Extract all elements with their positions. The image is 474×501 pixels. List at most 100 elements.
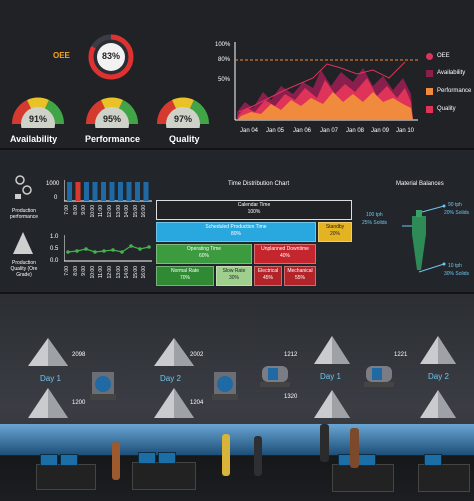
monitor-screen bbox=[138, 452, 156, 464]
left-bottom-value: 1200 bbox=[72, 400, 86, 406]
time-tick: 16:00 bbox=[141, 205, 148, 218]
time-tick: 12:00 bbox=[107, 205, 113, 218]
right1-bottom-value: 1320 bbox=[284, 394, 298, 400]
production-bar bbox=[75, 182, 81, 201]
time-tick: 15:00 bbox=[132, 266, 139, 279]
time-tick: 10:00 bbox=[89, 266, 96, 279]
monitor-screen bbox=[424, 454, 442, 466]
slow-rate-value: 30% bbox=[228, 275, 239, 281]
ball-mill-icon bbox=[364, 366, 394, 387]
oee-label: OEE bbox=[53, 51, 70, 60]
x-tick: Jan 08 bbox=[346, 128, 365, 134]
worker-figure bbox=[254, 436, 262, 476]
x-tick: Jan 04 bbox=[240, 128, 259, 134]
production-performance-label: Production performance bbox=[9, 208, 39, 220]
performance-gauge bbox=[85, 97, 139, 128]
legend-performance-swatch bbox=[426, 88, 433, 95]
mid-top-value: 2002 bbox=[190, 352, 204, 358]
left-top-value: 2098 bbox=[72, 352, 86, 358]
overflow-rate: 90 tph bbox=[448, 202, 462, 208]
operating-time-value: 60% bbox=[198, 253, 209, 259]
calendar-time-box: Calendar Time 100% bbox=[156, 200, 352, 220]
legend-performance: Performance bbox=[437, 88, 472, 94]
availability-value: 91% bbox=[28, 114, 47, 124]
unplanned-downtime-value: 40% bbox=[279, 253, 290, 259]
normal-rate-value: 70% bbox=[179, 275, 190, 281]
x-tick: Jan 10 bbox=[396, 128, 415, 134]
unplanned-downtime-box: Unplanned Downtime 40% bbox=[254, 244, 316, 264]
stockpile-icon bbox=[314, 336, 350, 364]
monitor-screen bbox=[40, 454, 58, 466]
availability-gauge bbox=[11, 97, 65, 128]
mechanical-value: 55% bbox=[294, 275, 305, 281]
legend-oee: OEE bbox=[437, 53, 450, 59]
electrical-value: 45% bbox=[262, 275, 273, 281]
monitor-screen bbox=[158, 452, 176, 464]
time-tick: 9:00 bbox=[81, 205, 88, 215]
time-tick: 10:00 bbox=[89, 205, 96, 218]
production-bar-chart bbox=[64, 180, 152, 202]
standby-box: Standby 20% bbox=[318, 222, 352, 242]
underflow-rate: 10 tph bbox=[448, 263, 462, 269]
legend-availability: Availability bbox=[437, 70, 466, 76]
y-tick-50: 50% bbox=[218, 77, 231, 83]
monitor-screen bbox=[60, 454, 78, 466]
stockpile-icon bbox=[154, 388, 194, 418]
performance-value: 95% bbox=[102, 114, 121, 124]
line-y-tick: 0.0 bbox=[50, 258, 59, 264]
control-desk bbox=[36, 464, 96, 490]
electrical-box: Electrical 45% bbox=[254, 266, 282, 286]
hydrocyclone-icon bbox=[402, 204, 446, 273]
scheduled-time-value: 80% bbox=[230, 231, 241, 237]
x-tick: Jan 09 bbox=[371, 128, 390, 134]
bar-time-ticks: 7:00 8:00 9:00 10:00 11:00 12:00 13:00 14:00 15:… bbox=[64, 205, 152, 231]
production-bar bbox=[118, 182, 123, 201]
quality-value: 97% bbox=[173, 114, 192, 124]
production-bar bbox=[84, 182, 89, 201]
x-tick: Jan 07 bbox=[320, 128, 339, 134]
quality-gauge bbox=[156, 97, 210, 128]
time-tick: 8:00 bbox=[72, 205, 79, 215]
production-bar bbox=[126, 182, 132, 201]
time-tick: 13:00 bbox=[115, 205, 122, 218]
control-desk bbox=[332, 464, 394, 492]
line-time-ticks: 7:00 8:00 9:00 10:00 11:00 12:00 13:00 14:00 15:… bbox=[64, 266, 152, 292]
slow-rate-label: Slow Rate bbox=[222, 268, 246, 274]
performance-label: Performance bbox=[85, 134, 141, 144]
control-desk bbox=[132, 462, 196, 490]
worker-figure bbox=[350, 428, 359, 468]
quality-line-chart bbox=[64, 235, 152, 262]
y-tick-100: 100% bbox=[215, 42, 231, 48]
ore-pile-icon bbox=[13, 232, 33, 254]
line-y-tick: 0.5 bbox=[50, 246, 59, 252]
time-tick: 14:00 bbox=[124, 205, 131, 218]
crusher-machine-icon bbox=[212, 372, 238, 400]
time-tick: 14:00 bbox=[124, 266, 131, 279]
operating-time-box: Operating Time 60% bbox=[156, 244, 252, 264]
input-rate: 100 tph bbox=[366, 212, 383, 218]
quality-label: Quality bbox=[169, 134, 200, 144]
operating-time-label: Operating Time bbox=[186, 246, 222, 252]
monitor-screen bbox=[358, 454, 376, 466]
mid-bottom-value: 1204 bbox=[190, 400, 204, 406]
production-bar bbox=[135, 182, 140, 201]
time-tick: 11:00 bbox=[98, 205, 105, 218]
line-y-tick: 1.0 bbox=[50, 234, 59, 240]
worker-figure bbox=[320, 424, 329, 462]
time-tick: 7:00 bbox=[64, 205, 70, 215]
time-distribution-title: Time Distribution Chart bbox=[228, 181, 290, 187]
production-quality-label: Production Quality (Ore Grade) bbox=[10, 260, 38, 278]
normal-rate-box: Normal Rate 70% bbox=[156, 266, 214, 286]
availability-label: Availability bbox=[10, 134, 58, 144]
time-tick: 7:00 bbox=[64, 266, 70, 276]
control-desk bbox=[418, 464, 470, 492]
production-panel: Production performance Production Qualit… bbox=[0, 150, 474, 292]
time-tick: 15:00 bbox=[132, 205, 139, 218]
legend-oee-swatch bbox=[426, 53, 433, 60]
y-tick-80: 80% bbox=[218, 57, 231, 63]
calendar-time-label: Calendar Time bbox=[237, 202, 271, 208]
time-tick: 9:00 bbox=[81, 266, 88, 276]
oee-trend-chart bbox=[234, 42, 418, 121]
production-bar bbox=[101, 182, 106, 201]
scheduled-time-label: Scheduled Production Time bbox=[205, 224, 267, 230]
